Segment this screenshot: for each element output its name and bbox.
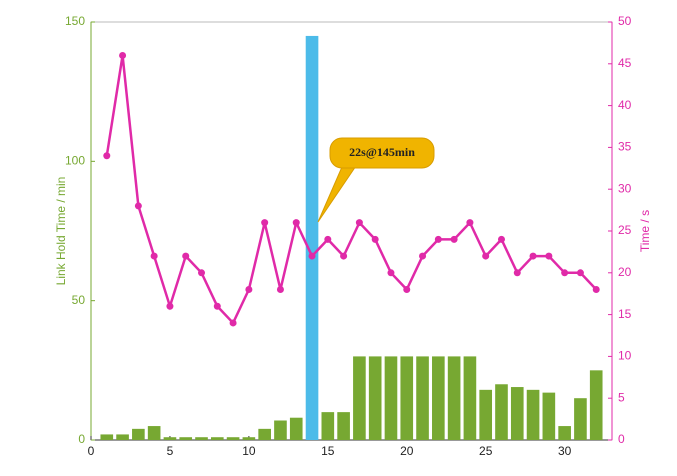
y2-tick-label: 45 [618, 56, 632, 70]
point [419, 252, 427, 260]
bar [132, 428, 145, 440]
y2-tick-label: 20 [618, 265, 632, 279]
point [119, 51, 127, 59]
y2-tick-label: 5 [618, 390, 625, 404]
point [134, 202, 142, 210]
point [482, 252, 490, 260]
point [403, 286, 411, 294]
bar [510, 387, 524, 440]
point [340, 252, 348, 260]
callout-arrow [317, 159, 361, 223]
bar [210, 437, 224, 440]
y2-tick-label: 35 [618, 140, 632, 154]
point [245, 286, 253, 294]
y2-tick-label: 10 [618, 349, 632, 363]
y2-tick-label: 40 [618, 98, 632, 112]
y-tick-label: 0 [78, 432, 85, 446]
bar [116, 434, 129, 440]
point [198, 269, 206, 277]
point [261, 219, 269, 227]
point [387, 269, 395, 277]
bar [479, 389, 493, 440]
bar [558, 426, 571, 440]
y-axis-label: Link Hold Time / min [54, 177, 68, 286]
bar [463, 356, 477, 440]
bar [321, 412, 335, 440]
bar [274, 420, 287, 440]
annotation: 22s@145min [349, 145, 415, 159]
point [450, 235, 458, 243]
y2-tick-label: 25 [618, 223, 632, 237]
bar [574, 398, 587, 440]
point [103, 152, 111, 160]
bar [368, 356, 382, 440]
y2-tick-label: 30 [618, 181, 632, 195]
bar [400, 356, 414, 440]
bar [305, 35, 319, 440]
point [324, 235, 332, 243]
point [434, 235, 442, 243]
point [561, 269, 569, 277]
bar [195, 437, 208, 440]
bar [526, 389, 540, 440]
point [592, 286, 600, 294]
y2-axis-label: Time / s [638, 210, 652, 252]
bar [100, 434, 114, 440]
point [229, 319, 237, 327]
line [105, 55, 598, 326]
point [308, 252, 316, 260]
bar [447, 356, 461, 440]
point [371, 235, 379, 243]
bar [289, 417, 303, 440]
point [529, 252, 537, 260]
point [182, 252, 190, 260]
bar [589, 370, 603, 440]
point [166, 302, 174, 310]
bar [542, 392, 556, 440]
bar [384, 356, 398, 440]
y-tick-label: 150 [65, 14, 85, 28]
x-tick-label: 30 [558, 444, 572, 458]
point [276, 286, 284, 294]
point [292, 219, 300, 227]
bar [242, 437, 256, 440]
y2-tick-label: 50 [618, 14, 632, 28]
plot-frame [90, 21, 613, 441]
x-tick-label: 0 [88, 444, 95, 458]
bar [416, 356, 429, 440]
bar [226, 437, 240, 440]
y-tick-label: 100 [65, 154, 85, 168]
point [150, 252, 158, 260]
point [576, 269, 584, 277]
bar [147, 426, 161, 440]
y-tick-label: 50 [72, 293, 86, 307]
bar [337, 412, 350, 440]
x-tick-label: 10 [242, 444, 256, 458]
bar [163, 437, 177, 440]
point [213, 302, 221, 310]
x-tick-label: 5 [167, 444, 174, 458]
bar [495, 384, 508, 440]
x-tick-label: 20 [400, 444, 414, 458]
y2-tick-label: 0 [618, 432, 625, 446]
point [497, 235, 505, 243]
point [466, 219, 474, 227]
y2-tick-label: 15 [618, 307, 632, 321]
bar [432, 356, 445, 440]
point [513, 269, 521, 277]
callout-box [329, 137, 435, 169]
bar [353, 356, 366, 440]
bar [179, 437, 193, 440]
point [355, 219, 363, 227]
x-tick-label: 25 [479, 444, 493, 458]
bar [258, 428, 271, 440]
x-tick-label: 15 [321, 444, 335, 458]
point [545, 252, 553, 260]
